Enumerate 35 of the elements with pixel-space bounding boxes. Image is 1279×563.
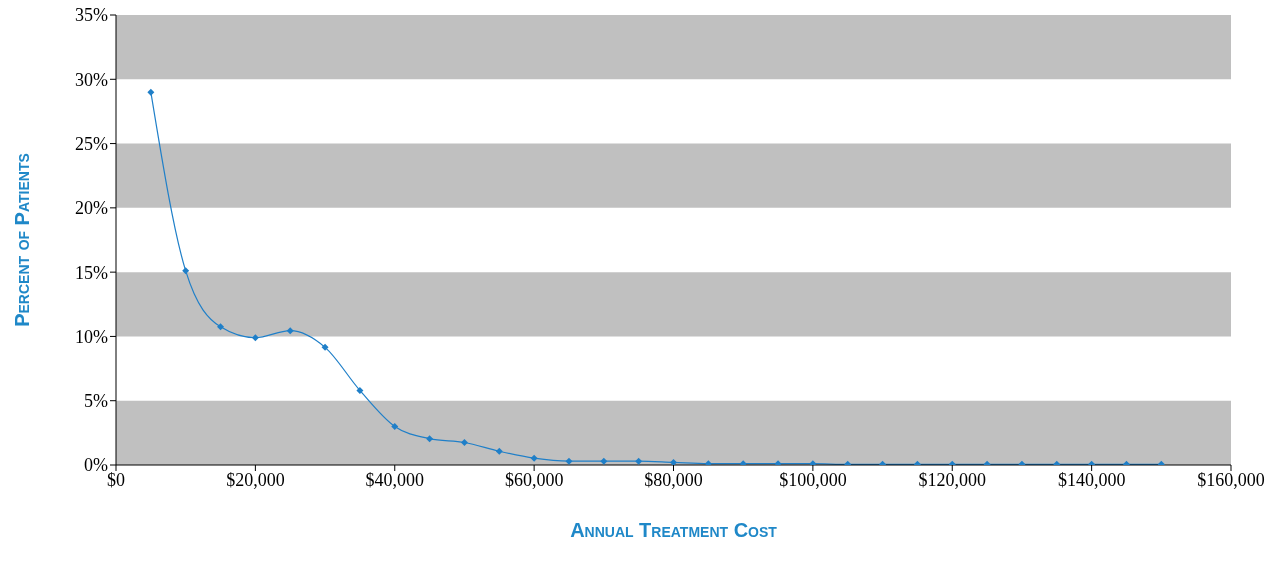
point <box>495 447 503 455</box>
point <box>530 454 538 462</box>
point <box>460 439 468 446</box>
x-tick-label: $160,000 <box>1197 469 1265 490</box>
x-tick-label: $120,000 <box>918 469 986 490</box>
point <box>391 422 399 430</box>
x-tick-label: $80,000 <box>644 469 703 490</box>
point <box>321 343 329 351</box>
y-tick-label: 20% <box>75 198 108 219</box>
y-tick-label: 0% <box>84 455 108 476</box>
y-tick-label: 5% <box>84 391 108 412</box>
point <box>217 323 225 331</box>
point <box>426 435 434 443</box>
point <box>565 457 573 465</box>
y-tick-label: 25% <box>75 133 108 154</box>
point <box>635 457 643 465</box>
x-axis-title: Annual Treatment Cost <box>570 519 778 541</box>
point <box>251 334 259 342</box>
x-tick-label: $40,000 <box>365 469 424 490</box>
point <box>286 327 294 335</box>
point <box>356 386 364 394</box>
x-tick-label: $100,000 <box>779 469 847 490</box>
point <box>600 457 608 465</box>
y-tick-label: 30% <box>75 69 108 90</box>
x-tick-label: $60,000 <box>504 469 564 490</box>
point <box>147 88 155 96</box>
point <box>182 267 190 275</box>
x-tick-label: $140,000 <box>1057 469 1126 490</box>
point <box>670 458 677 465</box>
y-tick-label: 10% <box>75 326 108 347</box>
y-axis-title: Percent of Patients <box>11 153 34 327</box>
y-tick-label: 15% <box>75 262 108 283</box>
x-tick-label: $0 <box>107 469 125 490</box>
x-tick-label: $20,000 <box>226 469 285 490</box>
y-tick-label: 35% <box>75 5 108 26</box>
